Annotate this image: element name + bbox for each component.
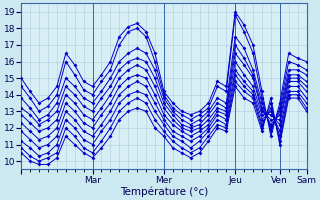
X-axis label: Température (°c): Température (°c): [120, 186, 208, 197]
